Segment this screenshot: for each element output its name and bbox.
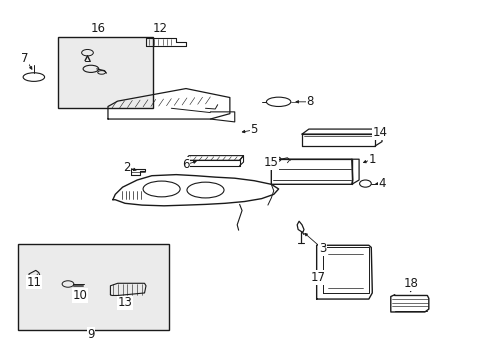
Text: 8: 8 bbox=[306, 95, 313, 108]
Text: 4: 4 bbox=[378, 177, 385, 190]
Text: 9: 9 bbox=[87, 328, 95, 341]
Text: 13: 13 bbox=[117, 296, 132, 309]
Bar bbox=[18, 244, 168, 330]
Text: 14: 14 bbox=[372, 126, 387, 139]
Text: 18: 18 bbox=[403, 278, 418, 291]
Text: 3: 3 bbox=[318, 242, 325, 255]
Text: 17: 17 bbox=[310, 271, 325, 284]
Text: 6: 6 bbox=[182, 158, 189, 171]
Text: 11: 11 bbox=[26, 276, 41, 289]
Bar bbox=[58, 37, 153, 108]
Text: 10: 10 bbox=[72, 289, 87, 302]
Text: 15: 15 bbox=[264, 156, 278, 169]
Text: 5: 5 bbox=[250, 123, 257, 136]
Text: 16: 16 bbox=[91, 22, 105, 35]
Text: 12: 12 bbox=[153, 22, 168, 35]
Text: 1: 1 bbox=[368, 153, 375, 166]
Text: 7: 7 bbox=[21, 51, 29, 64]
Text: 2: 2 bbox=[122, 161, 130, 174]
